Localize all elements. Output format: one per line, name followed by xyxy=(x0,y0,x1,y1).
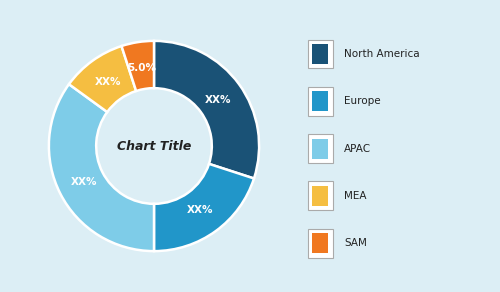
FancyBboxPatch shape xyxy=(312,186,328,206)
FancyBboxPatch shape xyxy=(312,44,328,64)
Text: APAC: APAC xyxy=(344,144,371,154)
Text: MEA: MEA xyxy=(344,191,366,201)
Text: Chart Title: Chart Title xyxy=(117,140,191,152)
FancyBboxPatch shape xyxy=(308,87,332,116)
Wedge shape xyxy=(154,41,259,178)
FancyBboxPatch shape xyxy=(308,40,332,69)
FancyBboxPatch shape xyxy=(312,233,328,253)
Text: XX%: XX% xyxy=(187,205,214,215)
Wedge shape xyxy=(49,84,154,251)
FancyBboxPatch shape xyxy=(312,139,328,159)
FancyBboxPatch shape xyxy=(312,91,328,111)
Text: SAM: SAM xyxy=(344,238,367,248)
Text: Europe: Europe xyxy=(344,96,381,106)
Text: XX%: XX% xyxy=(70,177,97,187)
FancyBboxPatch shape xyxy=(308,229,332,258)
Text: North America: North America xyxy=(344,49,420,59)
FancyBboxPatch shape xyxy=(308,182,332,210)
FancyBboxPatch shape xyxy=(308,134,332,163)
Wedge shape xyxy=(122,41,154,91)
Text: XX%: XX% xyxy=(204,95,231,105)
Wedge shape xyxy=(154,164,254,251)
Text: XX%: XX% xyxy=(94,77,121,87)
Wedge shape xyxy=(69,46,136,112)
Text: 5.0%: 5.0% xyxy=(127,63,156,73)
